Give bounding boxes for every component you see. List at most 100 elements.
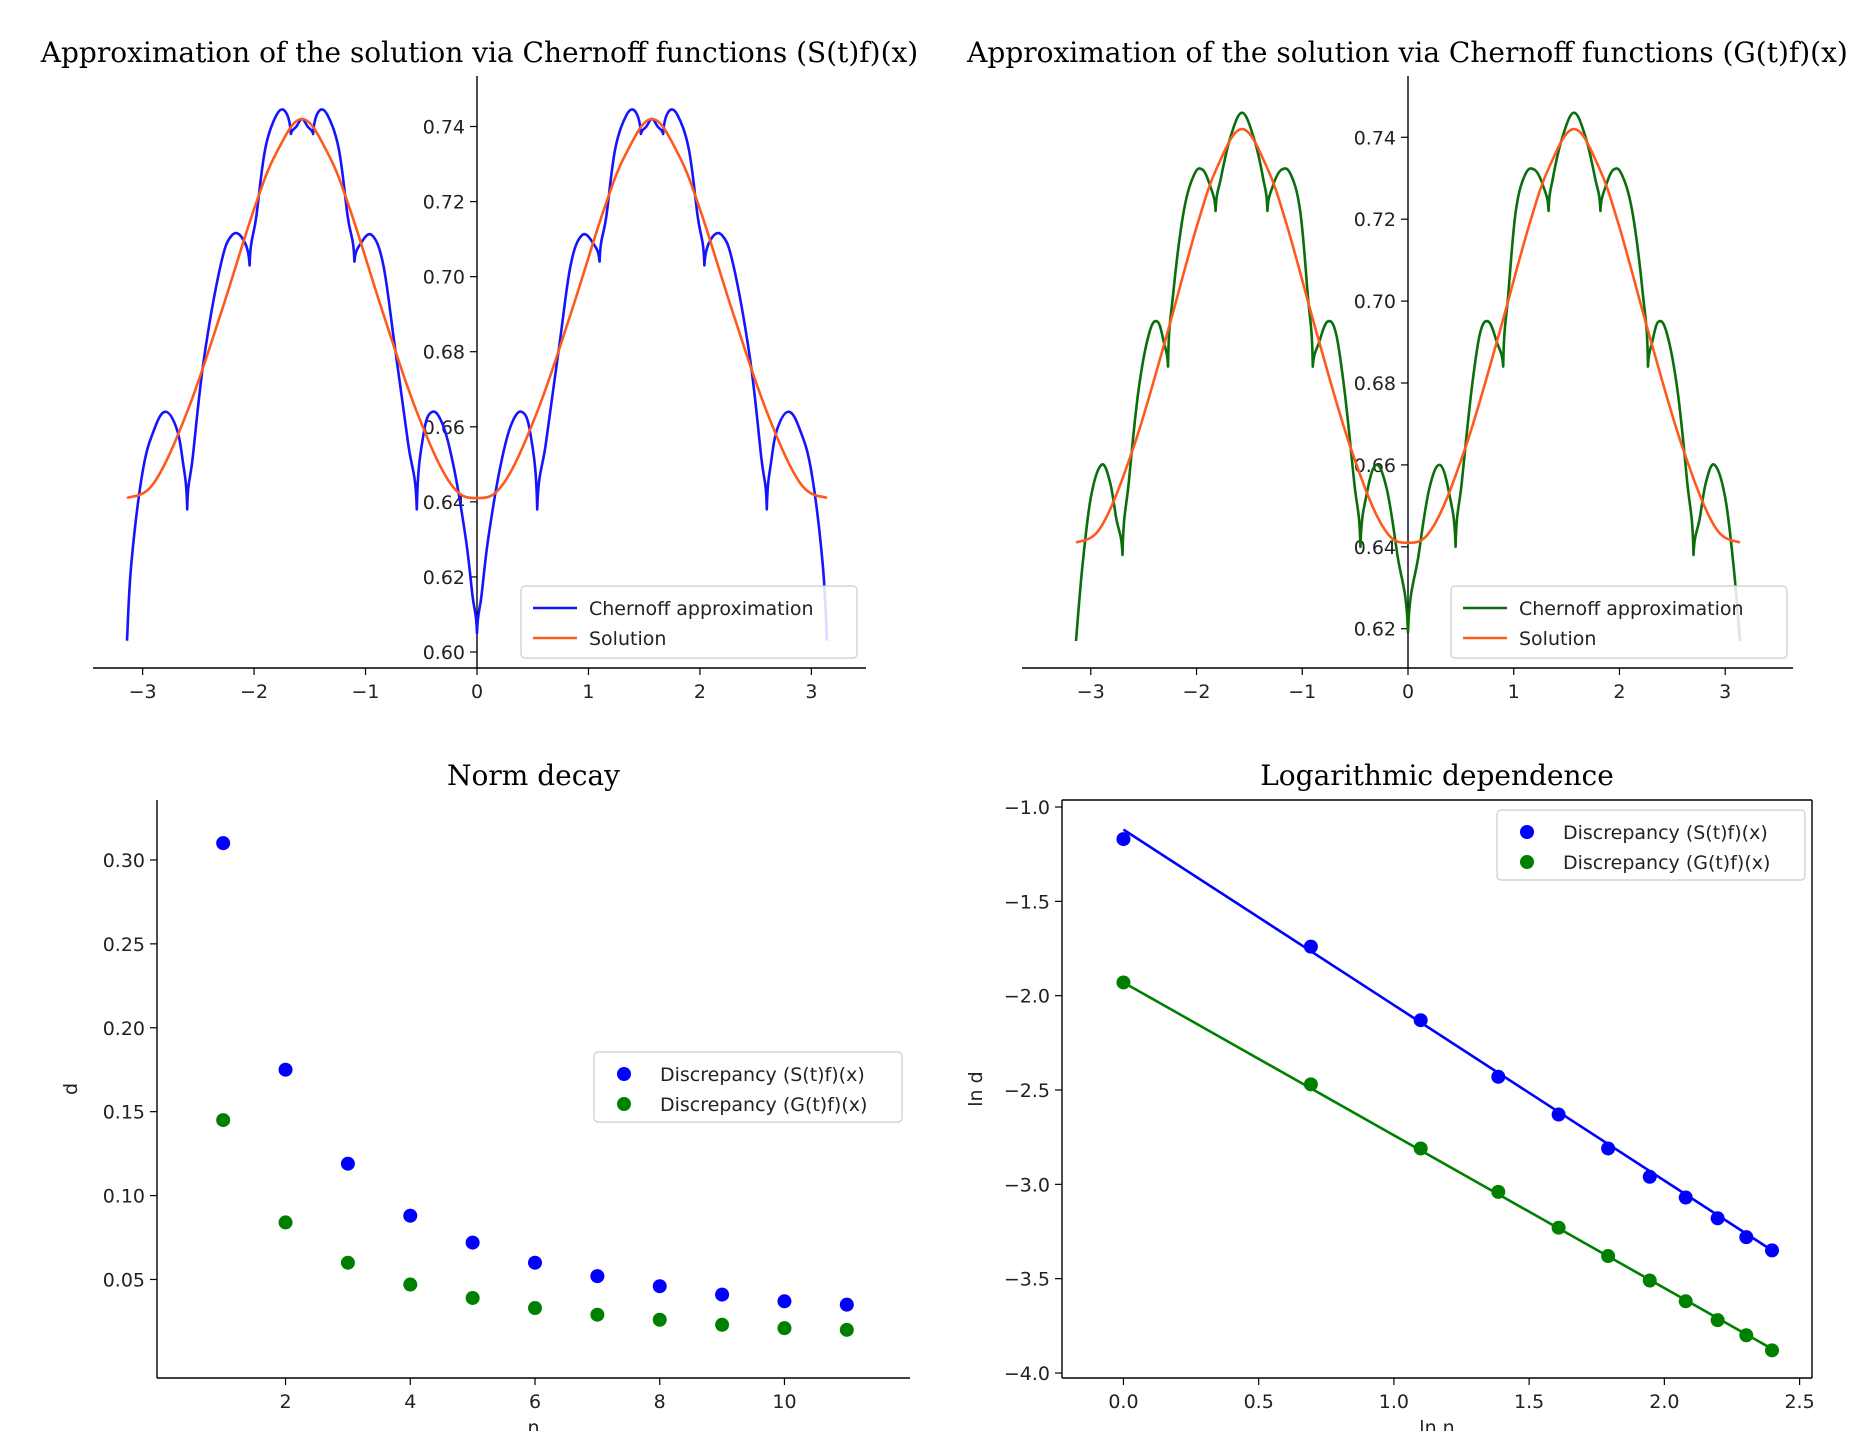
p4-series-1-point — [1678, 1294, 1693, 1309]
p3-series-1-point — [340, 1255, 355, 1270]
p4-series-0-point — [1551, 1107, 1566, 1122]
p2-ytick-label: 0.74 — [1354, 127, 1396, 149]
p1-legend-frame — [520, 585, 858, 659]
p3-series-1-point — [590, 1307, 605, 1322]
p1-xtick-label: −3 — [129, 681, 157, 703]
p2-ytick-label: 0.68 — [1354, 373, 1396, 395]
p1-xtick-label: −2 — [240, 681, 268, 703]
p1-ytick-label: 0.72 — [423, 192, 465, 214]
p4-series-0-fit-line — [1122, 828, 1773, 1252]
p2-legend-label: Solution — [1519, 628, 1596, 650]
p4-series-0-point — [1116, 832, 1131, 847]
p4-series-0-point — [1765, 1243, 1780, 1258]
p2-legend-frame — [1450, 585, 1788, 659]
p4-series-1-point — [1303, 1077, 1318, 1092]
p3-series-1-point — [652, 1312, 667, 1327]
p4-ytick-label: −2.5 — [1004, 1080, 1050, 1102]
p2-legend-label: Chernoff approximation — [1519, 598, 1744, 620]
p4-title: Logarithmic dependence — [1260, 759, 1614, 792]
p2-legend: Chernoff approximation Solution — [1450, 585, 1788, 659]
p3-series-0-point — [403, 1208, 418, 1223]
p4-series-0-point — [1710, 1211, 1725, 1226]
p1-title: Approximation of the solution via Cherno… — [40, 36, 918, 69]
p3-series-1-point — [403, 1277, 418, 1292]
p2-xtick-label: 1 — [1508, 681, 1520, 703]
p4-series-0-point — [1678, 1190, 1693, 1205]
p3-series-0-point — [777, 1294, 792, 1309]
p4-ytick-label: −2.0 — [1004, 986, 1050, 1008]
p1-series-0-line — [125, 108, 829, 641]
p4-ytick-label: −3.0 — [1004, 1174, 1050, 1196]
p1-ytick-label: 0.64 — [423, 492, 465, 514]
p1-panel: Approximation of the solution via Cherno… — [40, 36, 918, 703]
p2-xtick-label: 2 — [1613, 681, 1625, 703]
p3-legend: Discrepancy (S(t)f)(x) Discrepancy (G(t)f… — [593, 1051, 903, 1123]
p3-xtick-label: 8 — [654, 1391, 666, 1413]
p1-xtick-label: −1 — [352, 681, 380, 703]
p3-ytick-label: 0.30 — [103, 850, 145, 872]
p4-legend-swatch — [1520, 825, 1534, 839]
p3-series-0-point — [216, 836, 231, 851]
p3-legend-swatch — [617, 1067, 631, 1081]
p4-series-0-point — [1601, 1141, 1616, 1156]
p3-series-0-point — [715, 1287, 730, 1302]
p3-series-0-point — [340, 1156, 355, 1171]
p2-xtick-label: −3 — [1077, 681, 1105, 703]
p4-series-1-fit-line — [1122, 981, 1773, 1351]
p4-xtick-label: 0.0 — [1108, 1391, 1138, 1413]
p3-title: Norm decay — [447, 759, 620, 792]
p2-series-1-line — [1075, 127, 1741, 545]
p2-ytick-label: 0.72 — [1354, 209, 1396, 231]
p3-xtick-label: 4 — [404, 1391, 416, 1413]
p4-legend-label: Discrepancy (S(t)f)(x) — [1563, 822, 1768, 844]
p3-series-0-point — [528, 1255, 542, 1270]
p4-legend: Discrepancy (S(t)f)(x) Discrepancy (G(t)f… — [1496, 809, 1806, 881]
p4-series-0-point — [1739, 1230, 1754, 1245]
p3-ytick-label: 0.20 — [103, 1018, 145, 1040]
p4-series-0-point — [1303, 939, 1318, 954]
p3-series-0-point — [839, 1297, 854, 1312]
p4-xlabel: ln n — [1419, 1417, 1454, 1431]
p2-xtick-label: 3 — [1719, 681, 1731, 703]
p4-xtick-label: 0.5 — [1244, 1391, 1274, 1413]
p3-xtick-label: 10 — [772, 1391, 796, 1413]
p3-ytick-label: 0.15 — [103, 1102, 145, 1124]
p4-panel: Logarithmic dependence 0.0 0.5 1.0 1.5 2.0 2.5… — [965, 759, 1815, 1431]
p4-series-1-point — [1739, 1328, 1754, 1343]
p3-series-1-point — [839, 1322, 854, 1337]
p3-ytick-label: 0.10 — [103, 1186, 145, 1208]
p4-series-1-point — [1765, 1343, 1780, 1358]
p4-series-0-point — [1413, 1013, 1428, 1028]
p3-series-1-point — [216, 1113, 231, 1128]
p4-ytick-label: −1.5 — [1004, 891, 1050, 913]
p3-xtick-label: 2 — [279, 1391, 291, 1413]
p4-xtick-label: 2.5 — [1784, 1391, 1814, 1413]
p3-xtick-label: 6 — [529, 1391, 541, 1413]
p1-series-1-line — [126, 117, 828, 500]
p4-series-1-point — [1413, 1141, 1428, 1156]
p4-legend-swatch — [1520, 855, 1534, 869]
p3-series-1-point — [465, 1290, 480, 1305]
p3-panel: Norm decay 2 4 6 8 10 0.05 0.10 0.15 0.20 0.25 0.30… — [60, 759, 910, 1431]
p3-series-1-point — [715, 1317, 730, 1332]
p4-legend-frame — [1496, 809, 1806, 881]
p4-legend-label: Discrepancy (G(t)f)(x) — [1563, 852, 1770, 874]
p1-legend-label: Solution — [589, 628, 666, 650]
p2-ytick-label: 0.70 — [1354, 291, 1396, 313]
p3-series-0-point — [652, 1279, 667, 1294]
p4-ytick-label: −4.0 — [1004, 1363, 1050, 1385]
p4-series-1-point — [1551, 1220, 1566, 1235]
p2-xtick-label: −2 — [1183, 681, 1211, 703]
p4-series-1-point — [1491, 1184, 1506, 1199]
p3-legend-label: Discrepancy (S(t)f)(x) — [660, 1064, 865, 1086]
p4-series-0-point — [1642, 1169, 1657, 1184]
p2-xtick-label: 0 — [1402, 681, 1414, 703]
p1-legend-label: Chernoff approximation — [589, 598, 814, 620]
p1-xtick-label: 1 — [582, 681, 594, 703]
p1-legend: Chernoff approximation Solution — [520, 585, 858, 659]
p1-ytick-label: 0.60 — [423, 642, 465, 664]
p3-series-0-point — [465, 1235, 480, 1250]
p3-ytick-label: 0.25 — [103, 934, 145, 956]
p3-legend-label: Discrepancy (G(t)f)(x) — [660, 1094, 867, 1116]
